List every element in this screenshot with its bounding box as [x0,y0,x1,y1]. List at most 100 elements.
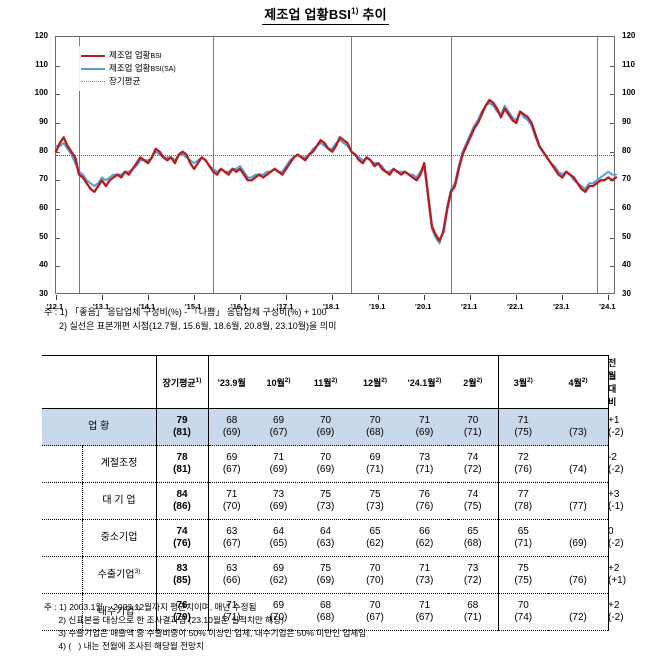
table-row: 중소기업 74 (76) 63 (67) 64 (65) 64 (63) 65 (62) 66 (62)… [42,519,624,557]
chart-notes: 주 : 1) 「좋음」 응답업체 구성비(%) - 「나쁨」 응답업체 구성비(… [44,307,337,331]
sample-revision-line-2 [351,37,353,293]
y-axis-tick-label-r-120: 120 [622,31,636,40]
y-tick-mark [610,94,614,96]
bsi-line-chart: 제조업 업황BSI 제조업 업황BSI(SA) 장기평균 30 30 40 40 50 5… [0,30,651,311]
header-longterm-average: 장기평균1) [155,355,209,409]
y-axis-tick-label-l-110: 110 [35,59,48,69]
header-col-3: 12월2) [349,355,401,409]
table-cell: 68 (71) [448,593,498,631]
table-cell: (77) [548,482,608,520]
row-label: 수출기업3) [81,556,156,594]
bsi-table-container: 장기평균1) '23.9월 10월2) 11월2) 12월2) '24.1월2) 2월2)… [42,355,626,631]
table-cell: 74 (76) [155,519,209,557]
table-row: 내수기업3) 76 (79) 71 (71) 69 (70) 68 (68) 70 (67) 71 (6… [42,593,624,631]
y-axis-tick-label-r-100: 100 [622,88,636,98]
y-tick-mark [56,123,60,124]
table-cell: 68 (69) [208,408,255,446]
y-axis-tick-label-r-60: 60 [622,203,631,212]
x-tick-mark [424,295,426,300]
table-cell: 84 (86) [155,482,209,520]
header-col-6: 3월2) [497,355,548,409]
table-cell: 65 (62) [349,519,401,557]
x-tick-mark [378,295,380,300]
y-tick-mark [610,65,614,67]
row-label: 중소기업 [81,519,156,557]
table-cell: 64 (65) [255,519,302,557]
row-indent-spacer [42,519,82,557]
longterm-average-line [56,154,614,156]
legend-swatch-red-line-icon [81,54,105,57]
bsi-table-body: 업 황 79 (81) 68 (69) 69 (67) 70 (69) 70 (68) 71 (69) 7… [42,408,626,631]
y-tick-mark [610,237,614,239]
table-cell: 79 (81) [155,408,209,446]
x-axis-tick-label-7: '19.1 [368,302,386,311]
y-tick-mark [610,266,614,268]
table-cell: 71 (75) [497,408,548,446]
y-axis-tick-label-r-30: 30 [622,289,631,298]
table-cell: 63 (66) [208,556,255,594]
x-axis-tick-label-3: '15.1 [184,302,202,311]
sample-revision-line-1 [213,37,215,293]
table-cell: 70 (74) [497,593,548,631]
table-cell: 76 (79) [155,593,209,631]
bsi-table-header: 장기평균1) '23.9월 10월2) 11월2) 12월2) '24.1월2) 2월2)… [42,355,616,409]
chart-series-layer [54,98,618,245]
x-tick-mark [56,295,57,300]
header-col-5: 2월2) [448,355,498,409]
table-cell: 71 (70) [208,482,255,520]
table-cell: 69 (71) [349,445,401,483]
table-cell: 78 (81) [155,445,209,483]
header-col-0: '23.9월 [208,355,255,409]
table-cell: 71 (69) [255,445,302,483]
y-axis-tick-label-l-50: 50 [39,231,48,241]
header-col-7: 4월2) [548,355,608,409]
table-cell: 73 (72) [448,556,498,594]
x-axis-tick-label-12: '24.1 [599,302,616,311]
legend-label-longterm-avg: 장기평균 [109,76,141,87]
x-tick-mark [286,295,288,300]
header-col-2: 11월2) [302,355,349,409]
table-cell: 65 (71) [497,519,548,557]
table-cell: 75 (75) [497,556,548,594]
table-cell: 74 (75) [448,482,498,520]
y-tick-mark [56,151,60,153]
table-cell: 71 (69) [401,408,448,446]
x-tick-mark [240,295,242,300]
row-indent-spacer [42,593,82,631]
table-cell: 74 (72) [448,445,498,483]
sample-revision-line-3 [451,37,453,293]
y-tick-mark [56,237,60,239]
x-axis-tick-label-0: '12.1 [46,302,64,311]
legend-item-bsi: 제조업 업황BSI [81,49,176,62]
row-label: 내수기업3) [81,593,156,631]
page-title: 제조업 업황BSI1) 추이 [0,4,651,25]
header-col-1: 10월2) [255,355,302,409]
chart-legend: 제조업 업황BSI 제조업 업황BSI(SA) 장기평균 [78,46,183,91]
x-axis-tick-label-1: '13.1 [92,302,110,311]
table-cell: 65 (68) [448,519,498,557]
row-indent-spacer [42,556,82,594]
y-tick-mark [56,65,60,67]
page-title-suffix: 추이 [358,7,387,22]
y-tick-mark [56,209,60,210]
table-cell: 70 (69) [302,445,349,483]
legend-label-bsi-sa: 제조업 업황BSI(SA) [109,63,176,74]
x-axis-tick-label-11: '23.1 [553,302,570,311]
legend-swatch-dotted-line-icon [81,80,105,82]
row-label: 업 황 [42,408,156,446]
y-axis-tick-label-l-60: 60 [39,203,48,212]
table-cell: 69 (67) [255,408,302,446]
table-cell: 71 (73) [401,556,448,594]
table-cell: 63 (67) [208,519,255,557]
row-indent-spacer [42,482,82,520]
table-cell: 66 (62) [401,519,448,557]
table-cell: 69 (70) [255,593,302,631]
page-title-text: 제조업 업황BSI [264,7,352,22]
legend-label-bsi: 제조업 업황BSI [109,50,162,60]
y-axis-tick-label-l-100: 100 [34,88,48,98]
table-cell: 77 (78) [497,482,548,520]
y-tick-mark [610,123,614,124]
page-title-superscript: 1) [351,6,359,16]
x-tick-mark [562,295,564,300]
table-cell: 72 (76) [497,445,548,483]
